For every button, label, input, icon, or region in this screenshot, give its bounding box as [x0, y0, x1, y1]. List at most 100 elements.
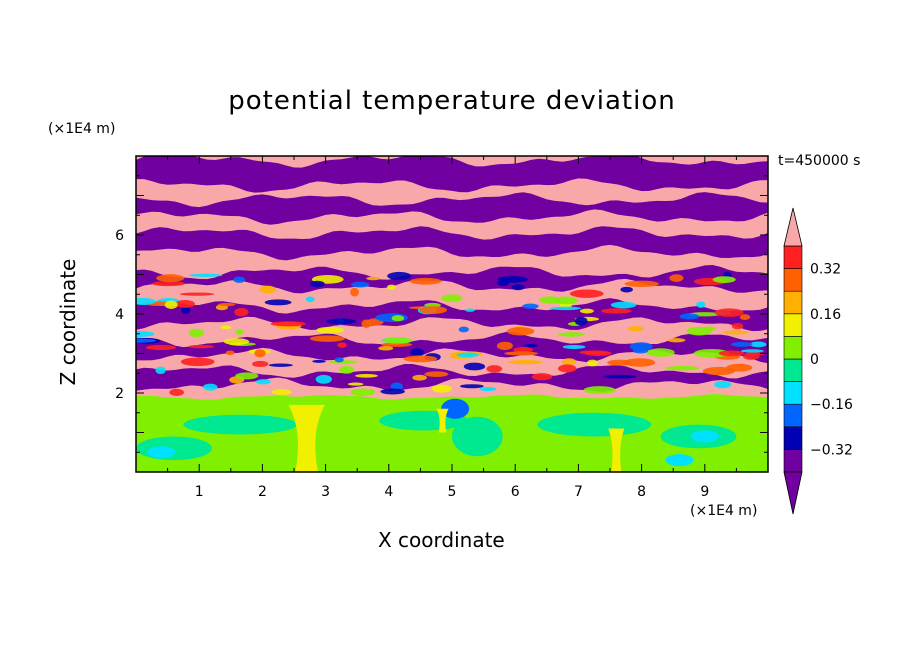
x-tick-label: 6 — [511, 484, 520, 500]
field-eddy — [156, 274, 185, 283]
field-eddy — [496, 341, 513, 351]
field-eddy — [714, 308, 744, 317]
y-axis-unit: (×1E4 m) — [48, 121, 116, 137]
chart-title: potential temperature deviation — [228, 86, 676, 116]
field-eddy — [254, 349, 266, 358]
field-eddy — [742, 352, 760, 360]
field-eddy — [223, 338, 250, 345]
field-eddy — [270, 321, 307, 327]
field-eddy — [620, 286, 633, 293]
field-eddy — [259, 285, 277, 294]
field-layer-under — [136, 265, 768, 294]
field-eddy — [310, 280, 325, 288]
x-tick-label: 5 — [448, 484, 457, 500]
colorbar-label: 0.16 — [810, 307, 841, 323]
colorbar-label: −0.16 — [810, 397, 853, 413]
field-eddy — [355, 373, 378, 378]
field-eddy — [550, 306, 582, 311]
field-eddy — [188, 328, 204, 338]
field-eddy — [179, 292, 215, 296]
field-eddy — [424, 371, 449, 377]
field-eddy — [740, 349, 764, 353]
colorbar: 0.32 0.16 0 −0.16 −0.32 — [783, 207, 853, 515]
field-warm-plume — [436, 408, 449, 433]
field-eddy — [431, 384, 452, 393]
colorbar-segment — [783, 381, 803, 405]
field-eddy — [602, 374, 637, 379]
x-axis-title: X coordinate — [378, 528, 505, 552]
y-tick-label: 2 — [115, 386, 124, 402]
field-eddy — [334, 357, 344, 363]
field-eddy — [665, 366, 700, 371]
field-eddy — [623, 358, 656, 367]
field-eddy — [380, 388, 405, 395]
field-eddy — [338, 366, 355, 374]
field-eddy — [558, 364, 577, 373]
field-eddy — [458, 326, 469, 333]
field-eddy — [152, 281, 185, 287]
y-axis: 2 4 6 — [115, 155, 768, 473]
field-eddy — [584, 350, 612, 357]
field-eddy — [562, 344, 586, 349]
field-cool-patch — [537, 412, 652, 437]
field-eddy — [255, 379, 271, 385]
contour-field — [136, 156, 768, 472]
field-eddy — [646, 348, 675, 357]
field-eddy — [203, 383, 218, 391]
field-eddy — [600, 308, 632, 314]
y-tick-label: 4 — [115, 307, 124, 323]
field-eddy — [312, 359, 326, 363]
field-eddy — [412, 374, 427, 381]
colorbar-segment — [783, 426, 803, 450]
field-eddy — [252, 360, 269, 368]
field-eddy — [524, 343, 538, 348]
field-eddy — [326, 318, 356, 325]
field-eddy — [234, 307, 249, 317]
colorbar-label: 0 — [810, 352, 819, 368]
x-tick-label: 9 — [700, 484, 709, 500]
field-eddy — [610, 301, 637, 309]
x-axis-unit: (×1E4 m) — [690, 503, 758, 519]
field-eddy — [350, 388, 376, 396]
field-eddy — [667, 338, 686, 343]
colorbar-label: −0.32 — [810, 442, 853, 458]
field-eddy — [235, 329, 244, 335]
field-cool-patch — [452, 416, 503, 457]
field-eddy — [378, 346, 394, 351]
field-eddy — [136, 330, 155, 337]
field-eddy — [337, 342, 347, 348]
colorbar-segment — [783, 403, 803, 428]
field-eddy — [739, 314, 751, 321]
field-layer-under — [136, 156, 768, 193]
field-eddy — [504, 351, 539, 356]
field-eddy — [627, 326, 644, 332]
field-eddy — [350, 287, 359, 297]
field-eddy — [233, 276, 246, 283]
field-cold-patch — [690, 430, 719, 443]
field-eddy — [235, 372, 259, 380]
field-eddy — [522, 303, 539, 309]
field-eddy — [410, 348, 425, 357]
field-eddy — [164, 300, 178, 310]
field-eddy — [531, 373, 553, 381]
field-eddy — [722, 330, 749, 335]
field-eddy — [441, 294, 463, 302]
field-warm-plume — [288, 404, 325, 472]
field-eddy — [391, 315, 405, 322]
field-eddy — [315, 374, 333, 384]
field-eddy — [145, 344, 176, 351]
colorbar-segment — [783, 449, 803, 473]
colorbar-label: 0.32 — [810, 262, 841, 278]
field-eddy — [749, 341, 767, 348]
field-warm-plume — [608, 428, 625, 472]
field-eddy — [268, 363, 293, 367]
field-layer-under — [136, 364, 768, 392]
field-eddy — [712, 276, 736, 283]
field-eddy — [403, 355, 438, 363]
x-tick-label: 3 — [321, 484, 330, 500]
field-eddy — [679, 313, 700, 320]
field-eddy — [569, 289, 604, 298]
colorbar-over-arrow — [783, 207, 803, 247]
field-layer-under — [136, 331, 768, 364]
field-eddy — [309, 335, 346, 342]
